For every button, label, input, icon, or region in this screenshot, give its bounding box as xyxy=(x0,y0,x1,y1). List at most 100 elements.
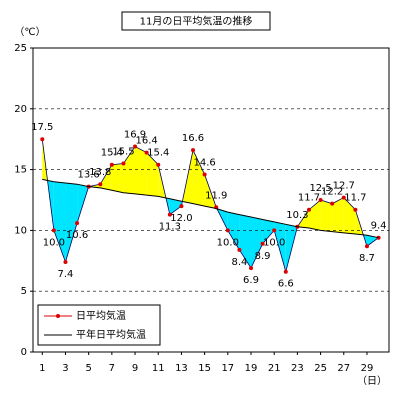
data-point xyxy=(330,201,335,206)
x-tick-label: 11 xyxy=(152,363,165,374)
value-label: 12.5 xyxy=(309,183,331,194)
fill-area xyxy=(100,164,112,191)
data-point xyxy=(133,144,138,149)
fill-area xyxy=(123,146,136,194)
y-tick-label: 25 xyxy=(14,43,27,54)
data-point xyxy=(364,244,369,249)
chart-title: 11月の日平均気温の推移 xyxy=(140,15,253,28)
data-point xyxy=(51,228,56,233)
data-point xyxy=(202,172,207,177)
value-label: 13.6 xyxy=(78,170,100,181)
value-label: 11.7 xyxy=(298,193,320,204)
fill-area xyxy=(366,235,379,247)
x-tick-label: 7 xyxy=(109,363,115,374)
data-point xyxy=(249,266,254,271)
x-tick-label: 9 xyxy=(132,363,138,374)
value-label: 8.7 xyxy=(359,253,375,264)
fill-area xyxy=(193,150,205,207)
value-label: 14.6 xyxy=(193,157,215,168)
data-point xyxy=(318,198,323,202)
x-tick-label: 5 xyxy=(85,363,91,374)
value-label: 15.4 xyxy=(147,148,169,159)
data-point xyxy=(260,241,265,246)
x-tick-label: 23 xyxy=(291,363,304,374)
value-label: 11.3 xyxy=(159,222,181,233)
value-label: 12.0 xyxy=(170,213,192,224)
x-tick-label: 3 xyxy=(62,363,68,374)
data-point xyxy=(272,228,277,233)
x-tick-label: 19 xyxy=(245,363,258,374)
fill-area xyxy=(111,163,124,193)
fill-area xyxy=(146,152,159,197)
data-point xyxy=(63,260,68,265)
x-tick-label: 29 xyxy=(361,363,374,374)
y-tick-label: 10 xyxy=(14,225,27,236)
value-label: 11.7 xyxy=(344,193,366,204)
fill-area xyxy=(169,198,182,215)
value-label: 15.5 xyxy=(112,147,134,158)
data-point xyxy=(109,162,114,167)
plot-area xyxy=(32,47,390,353)
fill-area xyxy=(239,214,252,269)
fill-area xyxy=(343,197,356,235)
fill-area xyxy=(251,217,263,269)
title-box xyxy=(121,11,271,31)
legend-box xyxy=(37,304,161,346)
value-label: 13.8 xyxy=(89,167,111,178)
value-label: 16.4 xyxy=(136,136,158,147)
value-label: 16.9 xyxy=(124,129,146,140)
value-label: 6.6 xyxy=(278,279,294,290)
x-tick-label: 17 xyxy=(221,363,234,374)
legend-marker xyxy=(56,314,60,318)
value-label: 11.9 xyxy=(205,190,227,201)
x-tick-label: 27 xyxy=(337,363,350,374)
value-label: 8.4 xyxy=(231,257,247,268)
data-point xyxy=(283,269,288,274)
value-label: 8.9 xyxy=(255,251,271,262)
data-point xyxy=(225,228,230,233)
value-label: 10.6 xyxy=(66,230,88,241)
y-tick-label: 5 xyxy=(21,286,27,297)
fill-area xyxy=(53,181,66,263)
value-label: 7.4 xyxy=(58,269,74,280)
value-label: 17.5 xyxy=(31,122,53,133)
y-tick-label: 0 xyxy=(21,347,27,358)
legend-label: 日平均気温 xyxy=(76,309,126,322)
data-point xyxy=(156,162,161,167)
value-label: 10.0 xyxy=(263,237,285,248)
data-point xyxy=(306,207,311,212)
value-label: 12.7 xyxy=(333,181,355,192)
value-label: 12.2 xyxy=(321,187,343,198)
legend-label: 平年日平均気温 xyxy=(76,328,146,341)
data-point xyxy=(237,247,242,252)
x-tick-label: 1 xyxy=(39,363,45,374)
y-tick-label: 20 xyxy=(14,104,27,115)
data-point xyxy=(98,182,103,187)
value-label: 10.0 xyxy=(43,237,65,248)
fill-area xyxy=(262,219,275,244)
x-tick-label: 15 xyxy=(198,363,211,374)
x-tick-label: 21 xyxy=(268,363,281,374)
data-point xyxy=(191,148,196,153)
y-tick-label: 15 xyxy=(14,165,27,176)
fill-area xyxy=(274,221,286,272)
series-line xyxy=(42,178,379,239)
x-tick-label: 13 xyxy=(175,363,188,374)
data-point xyxy=(353,207,358,212)
value-label: 10.0 xyxy=(217,237,239,248)
fill-area xyxy=(320,200,333,232)
y-unit: （℃） xyxy=(14,26,45,38)
value-label: 6.9 xyxy=(243,275,259,286)
value-label: 10.3 xyxy=(286,210,308,221)
x-tick-label: 25 xyxy=(314,363,327,374)
value-label: 16.6 xyxy=(182,133,204,144)
fill-area xyxy=(332,197,344,233)
fill-area xyxy=(65,182,78,263)
data-point xyxy=(341,195,346,200)
value-label: 15.4 xyxy=(101,148,123,159)
data-point xyxy=(75,221,80,226)
value-label: 9.4 xyxy=(371,221,387,232)
fill-area xyxy=(135,146,147,196)
